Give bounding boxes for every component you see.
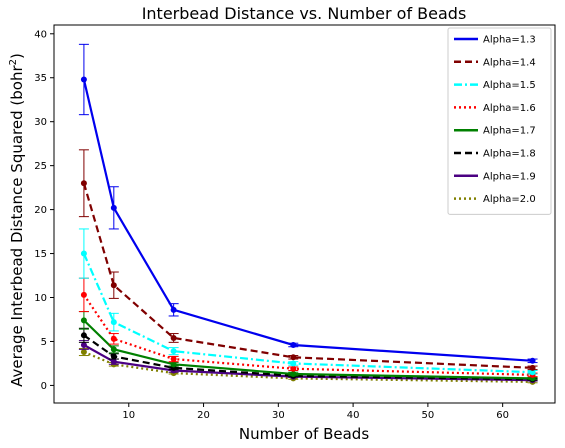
y-tick-label: 35: [34, 73, 47, 84]
chart-title: Interbead Distance vs. Number of Beads: [142, 4, 467, 23]
legend-label: Alpha=1.6: [483, 103, 536, 114]
data-point: [290, 360, 297, 367]
data-point: [80, 250, 87, 257]
data-point: [170, 348, 177, 355]
data-point: [80, 76, 87, 83]
y-tick-label: 0: [41, 381, 47, 392]
x-tick-label: 60: [496, 410, 509, 421]
data-point: [80, 291, 87, 298]
legend-label: Alpha=1.5: [483, 80, 536, 91]
y-tick-label: 20: [34, 205, 47, 216]
data-point: [80, 341, 87, 348]
x-tick-label: 50: [422, 410, 435, 421]
legend-label: Alpha=1.8: [483, 149, 536, 160]
data-point: [80, 317, 87, 324]
data-point: [170, 361, 177, 368]
data-point: [110, 319, 117, 326]
series-alpha-1-4: [78, 149, 538, 371]
legend: Alpha=1.3 Alpha=1.4 Alpha=1.5 Alpha=1.6 Alph…: [447, 27, 552, 215]
data-point: [80, 180, 87, 187]
series-line: [83, 350, 533, 384]
y-tick-label: 15: [34, 249, 47, 260]
y-axis-title: Average Interbead Distance Squared (bohr…: [8, 53, 26, 387]
data-point: [110, 353, 117, 360]
data-point: [80, 349, 87, 356]
x-tick-label: 40: [347, 410, 360, 421]
y-tick-label: 5: [41, 337, 47, 348]
data-point: [290, 354, 297, 361]
data-point: [170, 334, 177, 341]
data-point: [529, 364, 536, 371]
data-point: [290, 365, 297, 372]
series-alpha-1-3: [78, 43, 538, 364]
axes-frame: [53, 24, 556, 404]
x-tick-label: 30: [272, 410, 285, 421]
series-line: [82, 182, 533, 369]
data-point: [80, 332, 87, 339]
y-tick-label: 30: [34, 117, 47, 128]
legend-label: Alpha=1.3: [483, 35, 536, 46]
legend-box: [447, 27, 552, 215]
x-tick-label: 10: [122, 410, 135, 421]
legend-label: Alpha=1.9: [483, 171, 536, 182]
data-point: [170, 356, 177, 363]
data-point: [529, 369, 536, 376]
data-point: [170, 306, 177, 313]
plot-area: 10 20 30 40 50 60 0 5 10 15 20 25 30 35 40: [34, 24, 556, 421]
series-line: [83, 334, 533, 381]
y-tick-label: 25: [34, 161, 47, 172]
legend-label: Alpha=1.7: [483, 126, 536, 137]
data-point: [110, 358, 117, 365]
x-tick-label: 20: [197, 410, 210, 421]
data-point: [529, 357, 536, 364]
data-point: [110, 204, 117, 211]
y-axis-title-end: ): [8, 53, 26, 59]
series-alpha-1-5: [78, 228, 538, 376]
x-axis-title: Number of Beads: [239, 425, 369, 443]
series-line: [82, 253, 533, 374]
series-line: [83, 294, 533, 376]
y-tick-label: 40: [34, 29, 47, 40]
data-point: [290, 370, 297, 377]
y-axis-title-superscript: 2: [8, 59, 19, 65]
legend-label: Alpha=1.4: [483, 57, 536, 68]
data-point: [290, 341, 297, 348]
data-point: [110, 335, 117, 342]
data-point: [110, 346, 117, 353]
data-point: [110, 282, 117, 289]
y-axis-title-main: Average Interbead Distance Squared (bohr: [8, 65, 26, 387]
y-tick-label: 10: [34, 293, 47, 304]
legend-label: Alpha=2.0: [483, 194, 536, 205]
